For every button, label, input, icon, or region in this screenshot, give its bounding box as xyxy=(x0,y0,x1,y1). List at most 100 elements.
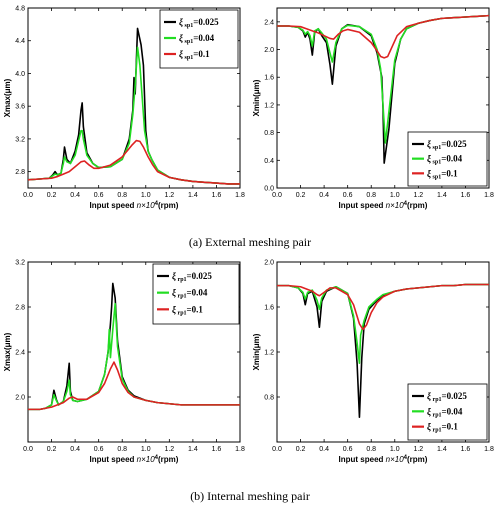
x-axis-label-sup: 4 xyxy=(404,455,408,461)
legend-label-2: ξ sp1=0.04 xyxy=(427,154,463,166)
series-line-3 xyxy=(277,283,489,331)
x-tick-label: 1.8 xyxy=(484,192,494,199)
x-axis-label-sup: 4 xyxy=(155,201,159,207)
x-tick-label: 0.4 xyxy=(319,192,329,199)
legend-subscript: rp1 xyxy=(431,412,442,418)
x-tick-label: 1.4 xyxy=(188,192,198,199)
legend-subscript: sp1 xyxy=(431,145,441,151)
x-axis-label-math: n×10 xyxy=(137,455,156,464)
x-tick-label: 0.8 xyxy=(117,192,127,199)
y-tick-label: 1.2 xyxy=(264,102,274,109)
x-axis-label: Input speed n×104(rpm) xyxy=(339,455,428,464)
x-axis-label-unit: (rpm) xyxy=(407,455,428,464)
series-line-3 xyxy=(28,361,240,411)
legend-subscript: rp1 xyxy=(176,277,187,283)
x-tick-label: 1.0 xyxy=(390,192,400,199)
y-tick-label: 3.2 xyxy=(15,136,25,143)
legend-symbol: ξ xyxy=(179,33,183,43)
x-tick-label: 1.0 xyxy=(141,192,151,199)
legend-symbol: ξ xyxy=(172,288,176,298)
x-axis-label-math: n×10 xyxy=(386,455,405,464)
y-tick-label: 4.0 xyxy=(15,71,25,78)
x-tick-label: 0.0 xyxy=(272,446,282,453)
x-axis-label-sup: 4 xyxy=(155,455,159,461)
x-tick-label: 1.4 xyxy=(437,192,447,199)
x-axis-label-prefix: Input speed xyxy=(90,201,137,210)
legend-value: =0.1 xyxy=(441,168,458,178)
x-axis-label-prefix: Input speed xyxy=(339,201,386,210)
y-tick-label: 2.4 xyxy=(15,350,25,357)
y-axis-label: Xmax(μm) xyxy=(3,78,12,117)
legend-label-3: ξ rp1=0.1 xyxy=(427,422,458,434)
x-axis-label-unit: (rpm) xyxy=(158,455,179,464)
legend-subscript: sp1 xyxy=(183,55,193,61)
y-tick-label: 4.8 xyxy=(15,6,25,13)
y-tick-label: 0.0 xyxy=(264,186,274,193)
legend-subscript: sp1 xyxy=(183,39,193,45)
legend-value: =0.04 xyxy=(441,154,462,164)
x-tick-label: 1.6 xyxy=(212,192,222,199)
y-axis-label: Xmax(μm) xyxy=(3,332,12,371)
x-tick-label: 1.4 xyxy=(188,446,198,453)
chart-panel-4: 0.0 0.2 0.4 0.6 0.8 1.0 1.2 1.4 1.6 1.8 0.8 1.2 1.6 2… xyxy=(252,260,494,465)
x-tick-label: 0.2 xyxy=(296,192,306,199)
series-group xyxy=(277,283,489,419)
y-tick-label: 0.8 xyxy=(264,130,274,137)
x-tick-label: 0.4 xyxy=(70,192,80,199)
y-tick-label: 0.8 xyxy=(264,395,274,402)
x-tick-label: 0.0 xyxy=(272,192,282,199)
y-tick-label: 1.6 xyxy=(264,305,274,312)
series-group xyxy=(277,14,489,164)
y-tick-label: 3.2 xyxy=(15,260,25,267)
x-tick-label: 1.8 xyxy=(235,192,245,199)
x-tick-label: 0.6 xyxy=(343,192,353,199)
x-tick-label: 1.2 xyxy=(164,192,174,199)
legend-symbol: ξ xyxy=(427,422,431,432)
legend-subscript: sp1 xyxy=(431,174,441,180)
y-tick-label: 0.4 xyxy=(264,158,274,165)
x-axis-label-prefix: Input speed xyxy=(90,455,137,464)
legend-symbol: ξ xyxy=(427,154,431,164)
y-tick-label: 4.4 xyxy=(15,38,25,45)
y-tick-label: 2.0 xyxy=(264,260,274,267)
x-tick-label: 0.2 xyxy=(47,192,57,199)
legend-label-2: ξ sp1=0.04 xyxy=(179,33,215,45)
x-tick-label: 1.8 xyxy=(484,446,494,453)
legend-label-3: ξ sp1=0.1 xyxy=(427,168,458,180)
legend-label-1: ξ rp1=0.025 xyxy=(427,391,467,403)
legend-value: =0.025 xyxy=(441,139,467,149)
x-tick-label: 0.0 xyxy=(23,446,33,453)
legend-label-3: ξ rp1=0.1 xyxy=(172,304,203,316)
y-tick-label: 3.6 xyxy=(15,104,25,111)
x-tick-label: 0.6 xyxy=(94,446,104,453)
legend-symbol: ξ xyxy=(172,271,176,281)
axes-frame xyxy=(27,7,241,189)
legend-symbol: ξ xyxy=(427,406,431,416)
x-tick-label: 1.2 xyxy=(164,446,174,453)
y-tick-label: 1.6 xyxy=(264,75,274,82)
x-tick-label: 1.6 xyxy=(212,446,222,453)
y-axis-label: Xmin(μm) xyxy=(252,333,261,370)
x-axis-label-unit: (rpm) xyxy=(407,201,428,210)
y-tick-label: 2.0 xyxy=(15,395,25,402)
y-tick-label: 2.4 xyxy=(264,19,274,26)
y-tick-label: 1.2 xyxy=(264,350,274,357)
x-tick-label: 0.0 xyxy=(23,192,33,199)
x-tick-label: 0.2 xyxy=(296,446,306,453)
x-axis-label: Input speed n×104(rpm) xyxy=(90,201,179,210)
legend-symbol: ξ xyxy=(172,304,176,314)
legend-value: =0.1 xyxy=(187,304,204,314)
legend-subscript: rp1 xyxy=(431,428,442,434)
x-tick-label: 1.4 xyxy=(437,446,447,453)
series-line-3 xyxy=(277,14,489,59)
x-tick-label: 0.4 xyxy=(319,446,329,453)
legend-value: =0.025 xyxy=(193,17,219,27)
series-group xyxy=(28,282,240,411)
axes-frame xyxy=(276,7,490,189)
series-line-3 xyxy=(28,139,240,185)
chart-panel-3: 0.0 0.2 0.4 0.6 0.8 1.0 1.2 1.4 1.6 1.8 2.0 2.4 2.8 3… xyxy=(3,260,245,465)
